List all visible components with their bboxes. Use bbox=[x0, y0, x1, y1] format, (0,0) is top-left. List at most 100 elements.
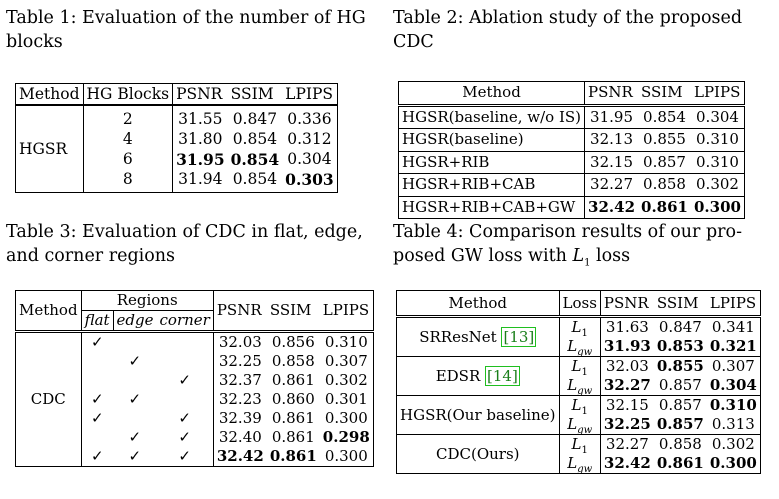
t3-lpips: 0.298 bbox=[322, 428, 370, 446]
t4-header-lpips: LPIPS bbox=[709, 293, 757, 312]
t3-ssim: 0.860 bbox=[271, 390, 315, 408]
t1-ssim: 0.854 bbox=[230, 149, 280, 169]
t4-psnr: 31.63 bbox=[605, 318, 649, 336]
t3-header-lpips: LPIPS bbox=[322, 301, 370, 319]
t1-ssim: 0.847 bbox=[232, 109, 278, 128]
t1-blocks: 4 bbox=[83, 129, 174, 149]
t3-header-psnr: PSNR bbox=[216, 301, 262, 319]
t4-method-cell: HGSR(Our baseline) bbox=[396, 395, 560, 435]
t2-lpips: 0.302 bbox=[691, 173, 745, 196]
t1-psnr: 31.95 bbox=[176, 149, 225, 169]
check-icon: ✓ bbox=[91, 409, 104, 427]
loss-lgw: Lgw bbox=[559, 376, 601, 397]
t2-method: HGSR+RIB+CAB+GW bbox=[398, 195, 586, 219]
t4-lpips: 0.321 bbox=[709, 337, 757, 355]
table4-caption: Table 4: Comparison results of our pro- … bbox=[393, 222, 743, 269]
t1-lpips: 0.303 bbox=[285, 169, 334, 189]
t2-method: HGSR+RIB+CAB bbox=[398, 173, 586, 196]
citation-link[interactable]: [14] bbox=[485, 365, 520, 386]
t3-ssim: 0.861 bbox=[271, 409, 315, 427]
t3-ssim: 0.861 bbox=[269, 447, 317, 465]
t2-ssim: 0.861 bbox=[638, 195, 691, 219]
loss-lgw: Lgw bbox=[559, 454, 601, 475]
t2-header-lpips: LPIPS bbox=[694, 83, 741, 102]
t2-method: HGSR+RIB bbox=[398, 150, 586, 174]
t3-ssim: 0.858 bbox=[271, 352, 315, 370]
t4-lpips: 0.341 bbox=[711, 318, 755, 336]
t3-psnr: 32.03 bbox=[218, 333, 262, 351]
t3-lpips: 0.301 bbox=[324, 390, 368, 408]
t2-method: HGSR(baseline) bbox=[398, 128, 586, 151]
table1: Method HG Blocks PSNR SSIM LPIPS HGSR 2 … bbox=[15, 83, 338, 193]
check-icon: ✓ bbox=[156, 371, 214, 390]
t4-psnr: 32.25 bbox=[603, 415, 651, 433]
t2-lpips: 0.310 bbox=[691, 150, 745, 174]
check-icon: ✓ bbox=[91, 447, 104, 465]
t2-psnr: 32.15 bbox=[584, 150, 639, 174]
table1-caption: Table 1: Evaluation of the number of HG … bbox=[6, 8, 366, 52]
t3-header-ssim: SSIM bbox=[269, 301, 312, 319]
t4-header-method: Method bbox=[396, 290, 560, 317]
t1-lpips: 0.312 bbox=[287, 129, 332, 148]
t3-ssim: 0.861 bbox=[271, 371, 315, 389]
t3-ssim: 0.856 bbox=[271, 333, 315, 351]
t1-header-psnr: PSNR bbox=[176, 84, 223, 103]
t4-ssim: 0.858 bbox=[658, 435, 702, 453]
t2-header-method: Method bbox=[398, 81, 586, 105]
t2-psnr: 32.27 bbox=[584, 173, 639, 196]
t3-header-edge: edge bbox=[116, 311, 154, 329]
table2-caption: Table 2: Ablation study of the proposed … bbox=[393, 8, 743, 52]
t1-header-blocks: HG Blocks bbox=[83, 83, 174, 105]
t4-psnr: 32.03 bbox=[605, 357, 649, 375]
t4-psnr: 32.27 bbox=[605, 435, 649, 453]
loss-l1: L1 bbox=[559, 434, 601, 456]
t1-blocks: 6 bbox=[83, 149, 174, 169]
table3: Method Regions PSNR SSIM LPIPS flat edge… bbox=[15, 290, 374, 467]
t4-ssim: 0.861 bbox=[656, 454, 704, 472]
loss-l1: L1 bbox=[559, 356, 601, 378]
t1-ssim: 0.854 bbox=[232, 129, 278, 148]
t3-header-method: Method bbox=[15, 290, 82, 332]
t4-ssim: 0.853 bbox=[656, 337, 704, 355]
table4: Method Loss PSNR SSIM LPIPS SRResNet [13… bbox=[396, 290, 761, 475]
check-icon: ✓ bbox=[91, 333, 104, 351]
t2-ssim: 0.854 bbox=[638, 104, 691, 129]
check-icon: ✓ bbox=[156, 428, 214, 447]
t1-header-lpips: LPIPS bbox=[285, 84, 334, 103]
t4-method-cell: EDSR [14] bbox=[396, 356, 560, 396]
t3-lpips: 0.307 bbox=[324, 352, 368, 370]
loss-lgw: Lgw bbox=[559, 415, 601, 436]
t2-psnr: 31.95 bbox=[584, 104, 639, 129]
table3-caption: Table 3: Evaluation of CDC in flat, edge… bbox=[6, 222, 363, 266]
t3-psnr: 32.40 bbox=[218, 428, 262, 446]
check-icon: ✓ bbox=[156, 447, 214, 467]
t3-header-regions: Regions bbox=[81, 290, 214, 311]
check-icon: ✓ bbox=[128, 447, 142, 465]
t1-lpips: 0.304 bbox=[287, 149, 332, 168]
t3-header-flat: flat bbox=[81, 310, 114, 332]
t4-ssim: 0.857 bbox=[656, 415, 704, 433]
t4-header-ssim: SSIM bbox=[656, 293, 699, 312]
t4-lpips: 0.300 bbox=[709, 454, 757, 472]
t3-lpips: 0.302 bbox=[324, 371, 368, 389]
t1-ssim: 0.854 bbox=[232, 169, 278, 188]
t1-header-ssim: SSIM bbox=[230, 84, 274, 103]
t2-ssim: 0.857 bbox=[638, 150, 691, 174]
t4-psnr: 31.93 bbox=[603, 337, 651, 355]
t2-lpips: 0.300 bbox=[691, 195, 745, 219]
t2-lpips: 0.310 bbox=[691, 128, 745, 151]
t3-psnr: 32.25 bbox=[218, 352, 262, 370]
citation-link[interactable]: [13] bbox=[501, 326, 537, 347]
loss-l1: L1 bbox=[559, 395, 601, 417]
check-icon: ✓ bbox=[128, 352, 142, 370]
t2-ssim: 0.855 bbox=[638, 128, 691, 151]
t3-header-corner: corner bbox=[156, 310, 214, 332]
t3-lpips: 0.300 bbox=[324, 409, 368, 427]
check-icon: ✓ bbox=[128, 428, 142, 446]
t2-header-psnr: PSNR bbox=[588, 83, 633, 102]
t3-lpips: 0.310 bbox=[324, 333, 368, 351]
t3-ssim: 0.861 bbox=[271, 428, 315, 446]
loss-l1: L1 bbox=[559, 316, 601, 339]
check-icon: ✓ bbox=[156, 409, 214, 428]
t4-lpips: 0.310 bbox=[709, 396, 757, 414]
